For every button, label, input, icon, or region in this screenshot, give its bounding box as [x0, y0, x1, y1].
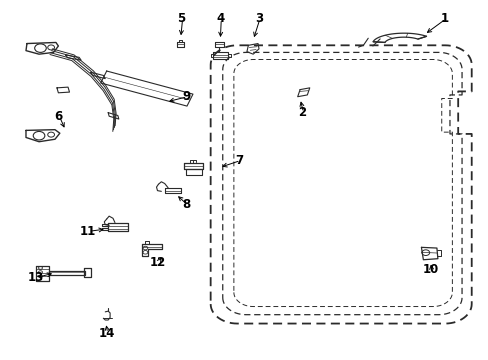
Text: 1: 1	[440, 12, 448, 25]
Text: 13: 13	[27, 271, 44, 284]
Text: 11: 11	[79, 225, 95, 238]
Text: 14: 14	[98, 327, 115, 339]
Text: 5: 5	[177, 12, 185, 25]
Text: 10: 10	[422, 263, 438, 276]
Text: 7: 7	[235, 154, 243, 167]
Text: 4: 4	[216, 12, 224, 25]
Text: 12: 12	[149, 256, 165, 269]
Text: 8: 8	[182, 198, 190, 211]
Text: 3: 3	[254, 12, 263, 25]
Text: 6: 6	[54, 110, 62, 123]
Text: 2: 2	[298, 106, 306, 119]
Text: 9: 9	[182, 90, 190, 103]
